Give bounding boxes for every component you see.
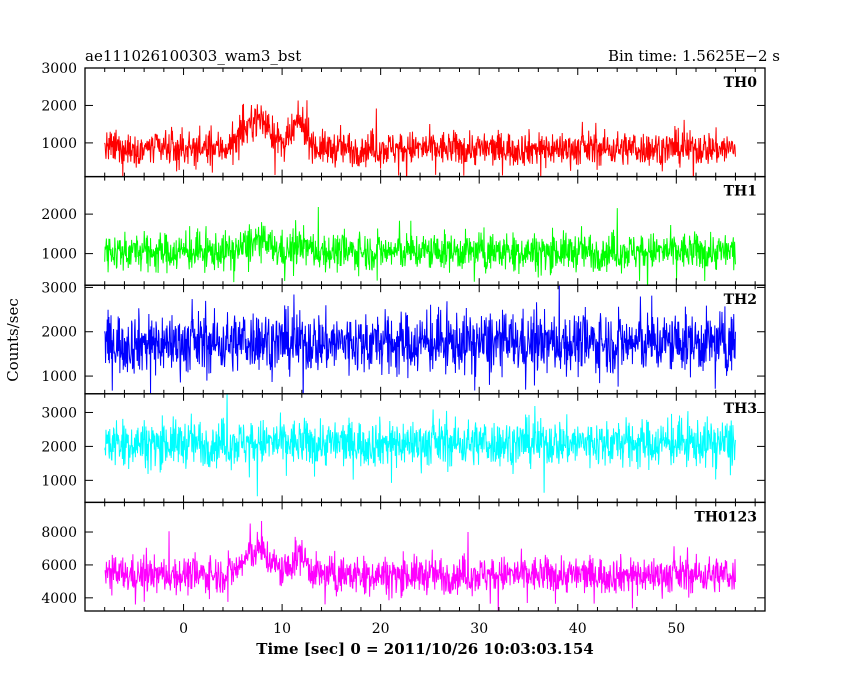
- bin-time-label: Bin time: 1.5625E−2 s: [608, 47, 780, 65]
- y-tick-label: 2000: [41, 98, 77, 114]
- panel-label-th0: TH0: [724, 75, 758, 91]
- series-th0123: [104, 520, 736, 611]
- y-tick-label: 1000: [41, 136, 77, 152]
- series-th1: [104, 206, 736, 286]
- x-tick-label: 30: [470, 621, 488, 637]
- y-tick-label: 3000: [41, 61, 77, 77]
- y-tick-label: 3000: [41, 405, 77, 421]
- panel-frame: [84, 501, 766, 612]
- y-tick-label: 3000: [41, 280, 77, 296]
- y-axis-label: Counts/sec: [4, 298, 22, 382]
- y-tick-label: 6000: [41, 558, 77, 574]
- y-tick-label: 1000: [41, 473, 77, 489]
- panel-stack: 1000 2000 3000 TH0 1000 2000 TH1 1000 2000 3000 TH…: [41, 61, 766, 637]
- x-tick-label: 0: [179, 621, 188, 637]
- y-tick-label: 2000: [41, 325, 77, 341]
- x-tick-label: 50: [667, 621, 685, 637]
- panel-label-th2: TH2: [724, 292, 757, 308]
- series-th0: [104, 100, 736, 177]
- panel-th0: 1000 2000 3000 TH0: [41, 61, 766, 178]
- panel-label-th1: TH1: [724, 184, 757, 200]
- y-tick-label: 2000: [41, 439, 77, 455]
- panel-frame: [84, 175, 766, 286]
- panel-label-th0123: TH0123: [694, 509, 757, 525]
- y-tick-label: 2000: [41, 207, 77, 223]
- panel-th2: 1000 2000 3000 TH2: [41, 280, 766, 395]
- y-tick-label: 4000: [41, 591, 77, 607]
- series-th3: [104, 393, 736, 497]
- panel-label-th3: TH3: [724, 401, 757, 417]
- panel-th0123: 4000 6000 8000 TH0123: [41, 501, 766, 612]
- panel-th3: 1000 2000 3000 TH3: [41, 393, 766, 504]
- observation-title: ae111026100303_wam3_bst: [85, 47, 301, 65]
- panel-th1: 1000 2000 TH1: [41, 175, 766, 286]
- x-tick-label: 10: [273, 621, 291, 637]
- x-tick-label: 40: [569, 621, 587, 637]
- y-tick-label: 8000: [41, 525, 77, 541]
- x-axis-label: Time [sec] 0 = 2011/10/26 10:03:03.154: [256, 640, 593, 658]
- y-tick-label: 1000: [41, 369, 77, 385]
- x-tick-label: 20: [372, 621, 390, 637]
- series-th2: [104, 285, 736, 394]
- y-tick-label: 1000: [41, 247, 77, 263]
